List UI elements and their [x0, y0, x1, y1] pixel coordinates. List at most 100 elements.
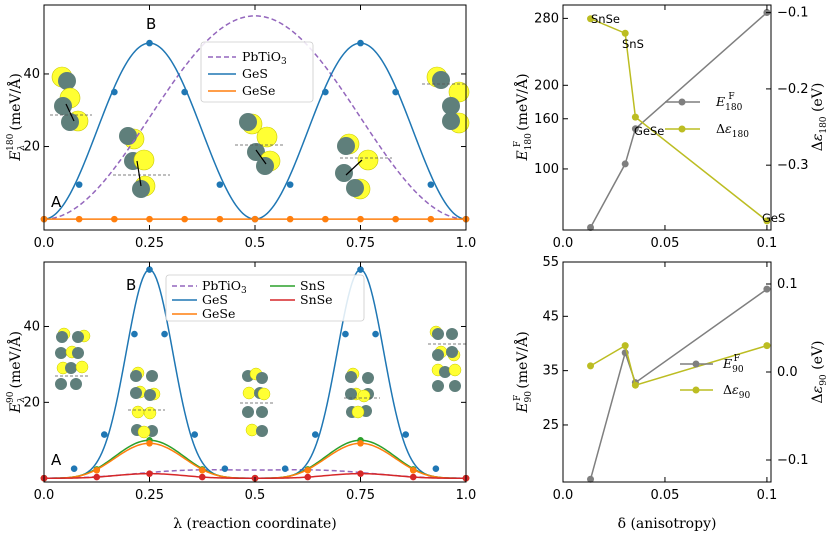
y-tick-label: 40 [23, 67, 40, 82]
series-line-gese [44, 442, 466, 479]
y-tick-label-left: 55 [542, 255, 559, 270]
legend-marker-de90 [692, 386, 700, 394]
data-point-ges [101, 431, 108, 438]
data-point-ef [587, 475, 595, 483]
data-point-ges [181, 88, 188, 96]
series-line-ef [589, 11, 768, 228]
legend-box [165, 274, 365, 322]
data-point-ges [221, 465, 229, 473]
data-point-gese [75, 215, 83, 223]
ticks-bottom-right: 0.0 0.05 0.1 25 35 45 55 0.1 0.0 −0.1 [542, 255, 808, 503]
data-point-snse [409, 473, 417, 481]
data-point-gese [111, 215, 118, 223]
annotation-A-bottom: A [51, 451, 62, 469]
ticks-bottom-left: 0.0 0.25 0.5 0.75 1.0 20 40 [23, 262, 476, 503]
annotation-B-bottom: B [126, 276, 136, 294]
x-tick-label: 0.25 [135, 488, 164, 503]
legend-top-right: E180F Δε180 [665, 92, 749, 140]
x-tick-label: 0.0 [553, 236, 574, 251]
ticks-top-right: 0.0 0.05 0.1 100 160 200 280 −0.1 −0.2 −0.3 [534, 5, 809, 251]
legend-bottom-left: PbTiO3 GeS GeSe SnS SnSe [165, 274, 365, 322]
data-point-ges [281, 465, 289, 473]
data-point-ges [427, 181, 435, 188]
data-point-ges [146, 39, 153, 47]
legend-marker-ef90 [692, 360, 700, 368]
x-tick-label: 0.75 [346, 488, 375, 503]
series-line-ef [589, 288, 768, 480]
y-tick-label: 40 [23, 319, 40, 334]
ylabel-right-top-right: Δε180 (eV) [810, 83, 829, 152]
data-point-ges [357, 39, 364, 47]
data-point-ges [322, 88, 329, 96]
structure-top-4 [335, 133, 392, 200]
data-point-ges [372, 330, 379, 338]
point-label-snse: SnSe [591, 12, 620, 26]
structure-top-5 [422, 66, 470, 134]
panel-bottom-left: 0.0 0.25 0.5 0.75 1.0 20 40 A B Eλ90 (meV/Å) λ … [6, 261, 476, 532]
y-tick-label: 20 [23, 140, 40, 155]
ylabel-sub: λ [17, 397, 27, 404]
y-tick-label: 20 [23, 395, 40, 410]
data-point-de [763, 342, 771, 350]
x-tick-label: 0.0 [34, 236, 55, 251]
data-point-ges [286, 181, 294, 188]
y-tick-label-left: 25 [542, 418, 559, 433]
data-point-snse [304, 473, 312, 481]
legend-pbtio3-main: PbTiO [242, 49, 281, 64]
y-tick-label-right: −0.1 [777, 6, 809, 21]
ylabel-sup: 180 [6, 133, 16, 150]
data-point-gese [427, 215, 435, 223]
data-point-gese [322, 215, 329, 223]
legend-top-left: PbTiO3 GeS GeSe [200, 41, 314, 103]
data-point-gese [181, 215, 188, 223]
y-tick-label-left: 200 [534, 78, 559, 93]
data-point-ef [631, 125, 639, 133]
data-point-gese [357, 440, 364, 447]
x-tick-label: 0.05 [650, 488, 679, 503]
legend-pbtio3-sub: 3 [241, 286, 247, 296]
point-label-gese: GeSe [634, 124, 664, 138]
point-label-ges: GeS [762, 211, 785, 225]
y-tick-label-right: −0.3 [777, 158, 809, 173]
legend-label-snse: SnSe [300, 292, 333, 307]
x-tick-label: 1.0 [456, 488, 477, 503]
ylabel-right-bottom-right: Δε90 (eV) [810, 341, 829, 404]
data-point-ges [392, 88, 399, 96]
legend-label-gese: GeSe [242, 83, 275, 98]
data-point-snse [357, 470, 364, 477]
data-point-snse [146, 470, 153, 477]
legend-pbtio3-main: PbTiO [202, 278, 241, 293]
axes-frame-top-right [562, 4, 772, 231]
data-point-gese [286, 215, 294, 223]
x-tick-label: 0.1 [757, 488, 778, 503]
ylabel-sub: λ [17, 145, 27, 152]
annotation-A-top: A [51, 193, 62, 211]
data-point-de [621, 29, 629, 37]
data-point-ges [312, 431, 319, 438]
x-tick-label: 0.1 [757, 236, 778, 251]
data-point-ges [191, 431, 198, 438]
data-point-gese [146, 440, 153, 447]
ylabel-units: (meV/Å) [6, 331, 24, 388]
structure-images-top [50, 66, 470, 200]
structure-bottom-2 [128, 366, 165, 439]
y-tick-label-left: 45 [542, 309, 559, 324]
data-point-de [763, 217, 771, 225]
data-point-gese [251, 215, 259, 223]
data-point-ges [357, 266, 364, 273]
x-tick-label: 0.05 [650, 236, 679, 251]
data-point-ges [70, 465, 78, 473]
ylabel-bottom-left: Eλ90 (meV/Å) [6, 331, 27, 414]
data-point-gese [304, 466, 312, 474]
structure-images-bottom [55, 325, 466, 439]
y-tick-label-right: 0.1 [777, 277, 798, 292]
data-point-de [631, 381, 639, 389]
data-point-snse [93, 473, 101, 481]
series-line-pbtio3 [43, 15, 467, 220]
data-point-ef [587, 223, 595, 231]
series-line-sns [44, 439, 466, 479]
panel-top-left: 0.0 0.25 0.5 0.75 1.0 20 40 A B Eλ180 (meV/Å) P… [6, 4, 476, 251]
series-line-de [590, 344, 768, 387]
structure-top-1 [50, 66, 92, 132]
